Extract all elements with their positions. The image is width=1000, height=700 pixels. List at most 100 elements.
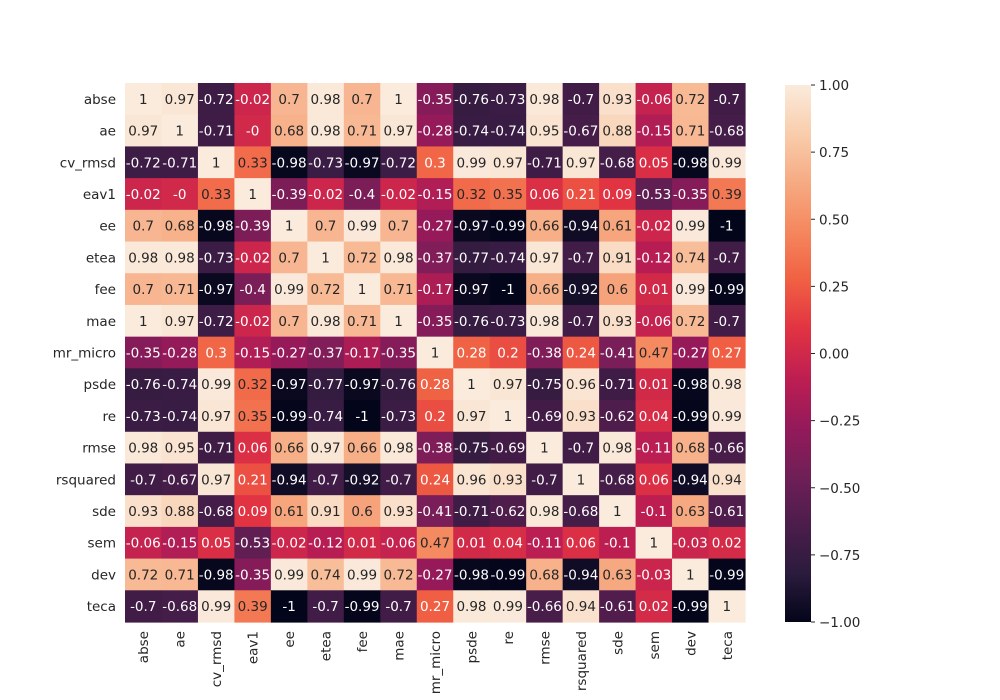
heatmap-cell: [416, 178, 454, 211]
heatmap-cell: [380, 209, 418, 243]
cell-value-label: 1: [321, 250, 330, 266]
cell-value-label: 0.93: [493, 472, 523, 488]
cell-value-label: 0.98: [456, 599, 486, 615]
heatmap-cell: [526, 495, 564, 528]
heatmap-cell: [343, 431, 381, 465]
heatmap-cell: [562, 83, 600, 116]
heatmap-cell: [672, 114, 710, 148]
cell-value-label: 0.96: [566, 377, 596, 393]
heatmap-cell: [197, 431, 236, 465]
cell-value-label: -0.37: [308, 346, 343, 362]
heatmap-cell: [307, 241, 345, 274]
heatmap-cell: [307, 400, 345, 433]
heatmap-cell: [161, 304, 199, 338]
cell-value-label: 0.88: [165, 504, 195, 520]
x-tick-label: psde: [464, 631, 480, 663]
cell-value-label: 0.33: [201, 187, 231, 203]
cell-value-label: -0.75: [527, 377, 562, 393]
colorbar-ticks: 1.00 0.75 0.50 0.25 0.00 −0.25 −0.50 −0.75 −1.00: [811, 78, 860, 631]
heatmap-cell: [307, 273, 345, 306]
cell-value-label: -0.41: [418, 504, 453, 520]
cell-value-label: 0.06: [238, 441, 268, 457]
cell-value-label: 0.72: [675, 92, 705, 108]
cell-value-label: 0.05: [201, 536, 231, 552]
heatmap-cell: [234, 178, 272, 211]
cell-value-label: 0.97: [566, 155, 596, 171]
heatmap-cell: [380, 304, 418, 338]
cell-value-label: -0.35: [381, 346, 416, 362]
heatmap-cell: [562, 241, 600, 274]
heatmap-cell: [307, 368, 345, 401]
cell-value-label: -0.61: [709, 504, 744, 520]
heatmap-cell: [526, 368, 564, 401]
cell-value-label: -0.67: [162, 472, 197, 488]
heatmap-cell: [125, 368, 163, 401]
cell-value-label: 1: [722, 599, 731, 615]
cell-value-label: 0.97: [529, 250, 559, 266]
heatmap-cell: [161, 463, 199, 496]
cell-value-label: -0.02: [235, 250, 270, 266]
heatmap-cell: [562, 114, 600, 148]
cell-value-label: 0.71: [347, 314, 377, 330]
heatmap-cell: [307, 495, 345, 528]
x-tick-label: sem: [647, 631, 663, 660]
heatmap-cell: [453, 83, 491, 116]
heatmap-cell: [307, 304, 345, 338]
heatmap-cell: [197, 241, 236, 274]
colorbar-tick-label: 0.25: [819, 279, 849, 295]
heatmap-cell: [234, 336, 272, 369]
heatmap-cell: [672, 590, 710, 623]
heatmap-cell: [599, 178, 637, 211]
y-tick-label: fee: [95, 282, 116, 298]
heatmap-cell: [416, 273, 454, 306]
cell-value-label: -0.99: [709, 282, 744, 298]
cell-value-label: -0.06: [636, 92, 671, 108]
cell-value-label: -0.98: [673, 377, 708, 393]
heatmap-cell: [234, 495, 272, 528]
cell-value-label: -0.03: [673, 536, 708, 552]
cell-value-label: -0.7: [568, 441, 594, 457]
cell-value-label: -0.7: [385, 472, 411, 488]
cell-value-label: 0.97: [456, 409, 486, 425]
heatmap-cell: [489, 336, 527, 369]
heatmap-cell: [526, 558, 564, 591]
heatmap-cell: [708, 273, 746, 306]
heatmap-cell: [380, 241, 418, 274]
heatmap-cell: [489, 209, 527, 243]
heatmap-cell: [672, 146, 710, 179]
heatmap-cell: [416, 304, 454, 338]
cell-value-label: 0.98: [165, 250, 195, 266]
heatmap-cell: [599, 368, 637, 401]
heatmap-cell: [562, 368, 600, 401]
heatmap-cell: [161, 241, 199, 274]
heatmap-cell: [526, 178, 564, 211]
cell-value-label: -0.68: [600, 472, 635, 488]
cell-value-label: -0.72: [381, 155, 416, 171]
cell-value-label: -0.74: [490, 124, 525, 140]
heatmap-cell: [416, 558, 454, 591]
heatmap-cell: [125, 146, 163, 179]
heatmap-cell: [307, 209, 345, 243]
cell-value-label: 0.6: [607, 282, 628, 298]
cell-value-label: 0.99: [201, 377, 231, 393]
cell-value-label: 0.2: [424, 409, 445, 425]
cell-value-label: -0.71: [199, 124, 234, 140]
cell-value-label: 0.7: [278, 250, 299, 266]
heatmap-cell: [562, 463, 600, 496]
y-tick-label: sde: [92, 504, 116, 520]
cell-value-label: -0.71: [162, 155, 197, 171]
heatmap-cell: [307, 178, 345, 211]
y-tick-label: etea: [86, 250, 116, 266]
heatmap-cell: [234, 209, 272, 243]
heatmap-cell: [599, 495, 637, 528]
cell-value-label: 0.61: [602, 219, 632, 235]
colorbar: 1.00 0.75 0.50 0.25 0.00 −0.25 −0.50 −0.75 −1.00: [785, 78, 860, 631]
heatmap-cell: [125, 400, 163, 433]
cell-value-label: -0.15: [418, 187, 453, 203]
heatmap-cell: [234, 83, 272, 116]
heatmap-cell: [708, 241, 746, 274]
heatmap-cell: [125, 304, 163, 338]
cell-value-label: 0.71: [347, 124, 377, 140]
heatmap-cell: [708, 304, 746, 338]
y-tick-label: cv_rmsd: [60, 155, 116, 171]
